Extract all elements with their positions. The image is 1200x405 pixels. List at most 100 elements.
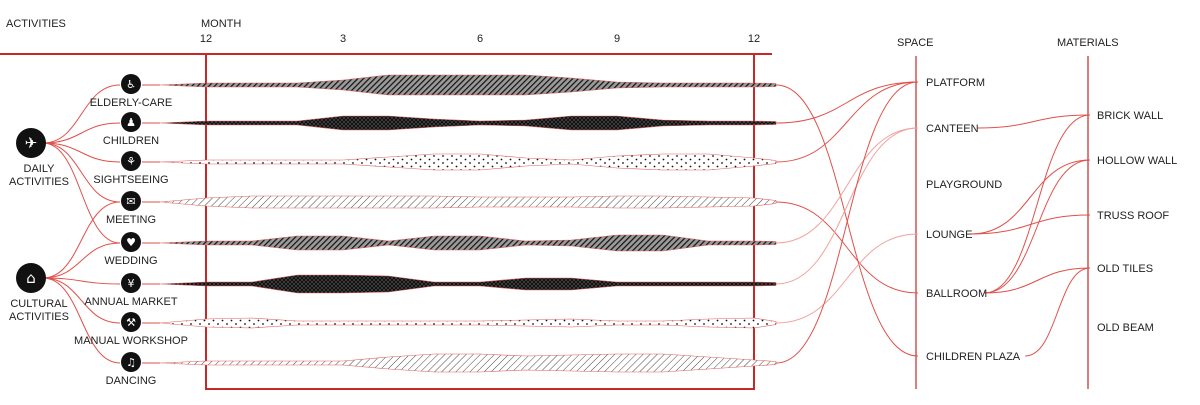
activity-nodes: ♿ ELDERLY-CARE ♟ CHILDREN ⚘ SIGHTSEEING ✉ MEETI…	[74, 74, 188, 387]
space-link-5	[775, 127, 919, 285]
activity-node-circle	[121, 151, 141, 171]
group-label-line: ACTIVITIES	[9, 311, 69, 323]
connection-links	[42, 81, 1091, 364]
material-labels: BRICK WALL HOLLOW WALL TRUSS ROOF OLD TILES…	[1097, 110, 1177, 334]
month-tick-4: 12	[748, 33, 760, 45]
running-person-icon: ✈	[25, 134, 38, 152]
month-tick-2: 6	[477, 33, 483, 45]
museum-icon: ⌂	[26, 269, 36, 287]
group-link-3	[42, 142, 121, 203]
activity-label: MEETING	[106, 214, 156, 226]
plant-icon: ⚘	[126, 155, 136, 168]
tools-icon: ⚒	[126, 316, 136, 329]
group-link-7	[42, 277, 121, 285]
material-truss-roof: TRUSS ROOF	[1097, 210, 1169, 222]
stream-manual-workshop	[159, 317, 777, 329]
stream-meeting	[159, 195, 777, 209]
space-canteen: CANTEEN	[926, 123, 979, 135]
activity-streams	[159, 74, 777, 373]
stream-dancing	[159, 353, 777, 373]
material-old-beam: OLD BEAM	[1097, 322, 1154, 334]
group-label-line: DAILY	[24, 163, 56, 175]
activity-label: DANCING	[106, 375, 157, 387]
space-link-2	[775, 81, 919, 163]
month-tick-1: 3	[340, 33, 346, 45]
stream-children	[159, 115, 777, 131]
space-link-6	[775, 233, 919, 324]
stream-wedding	[159, 234, 777, 252]
activity-label: ANNUAL MARKET	[84, 296, 177, 308]
activity-node-circle	[121, 273, 141, 293]
activity-node-children: ♟ CHILDREN	[103, 112, 159, 147]
yen-icon: ¥	[128, 277, 135, 290]
space-lounge: LOUNGE	[926, 229, 972, 241]
couple-icon: ♥	[126, 236, 136, 249]
material-link-3	[984, 114, 1091, 294]
activity-label: MANUAL WORKSHOP	[74, 335, 188, 347]
activity-node-manual-workshop: ⚒ MANUAL WORKSHOP	[74, 312, 188, 347]
material-link-0	[977, 114, 1091, 129]
group-link-1	[42, 122, 121, 144]
month-tick-labels: 12 3 6 9 12	[200, 33, 760, 45]
material-brick-wall: BRICK WALL	[1097, 110, 1163, 122]
elderly-icon: ♿	[126, 78, 136, 91]
stream-annual-market	[159, 274, 777, 294]
space-children-plaza: CHILDREN PLAZA	[926, 351, 1021, 363]
space-ballroom: BALLROOM	[926, 288, 987, 300]
month-tick-0: 12	[200, 33, 212, 45]
material-link-4	[984, 159, 1091, 294]
activity-node-circle	[121, 74, 141, 94]
activity-node-circle	[121, 232, 141, 252]
child-icon: ♟	[126, 116, 136, 129]
group-label-line: ACTIVITIES	[9, 176, 69, 188]
dancer-icon: ♫	[126, 356, 136, 369]
material-link-5	[984, 267, 1091, 294]
group-link-9	[42, 277, 121, 364]
group-link-0	[42, 84, 121, 144]
group-link-5	[42, 201, 121, 279]
chat-icon: ✉	[126, 195, 135, 208]
activity-node-sightseeing: ⚘ SIGHTSEEING	[93, 151, 169, 186]
group-link-8	[42, 277, 121, 324]
group-label-line: CULTURAL	[10, 298, 67, 310]
space-labels: PLATFORM CANTEEN PLAYGROUND LOUNGE BALLROOM C…	[926, 77, 1021, 363]
activity-node-wedding: ♥ WEDDING	[104, 232, 158, 267]
space-link-1	[775, 81, 919, 124]
activity-node-elderly-care: ♿ ELDERLY-CARE	[90, 74, 173, 109]
material-link-1	[970, 159, 1091, 235]
space-link-3	[775, 201, 919, 294]
space-playground: PLAYGROUND	[926, 179, 1002, 191]
activity-label: ELDERLY-CARE	[90, 97, 173, 109]
activity-label: SIGHTSEEING	[93, 174, 168, 186]
space-platform: PLATFORM	[926, 77, 985, 89]
activity-node-circle	[121, 191, 141, 211]
activity-label: CHILDREN	[103, 135, 159, 147]
material-link-6	[1025, 267, 1091, 357]
group-link-4	[42, 142, 121, 244]
activity-node-dancing: ♫ DANCING	[106, 352, 157, 387]
activity-label: WEDDING	[104, 255, 157, 267]
materials-header: MATERIALS	[1057, 37, 1119, 49]
group-node-circle	[16, 263, 46, 293]
space-link-7	[775, 81, 919, 364]
activity-node-circle	[121, 112, 141, 132]
activities-header: ACTIVITIES	[6, 18, 66, 30]
month-tick-3: 9	[614, 33, 620, 45]
group-link-6	[42, 242, 121, 279]
timeline-frame	[205, 53, 755, 390]
material-hollow-wall: HOLLOW WALL	[1097, 155, 1177, 167]
activity-node-annual-market: ¥ ANNUAL MARKET	[84, 273, 178, 308]
material-old-tiles: OLD TILES	[1097, 263, 1153, 275]
activity-node-meeting: ✉ MEETING	[106, 191, 156, 226]
activity-node-circle	[121, 352, 141, 372]
activity-node-circle	[121, 312, 141, 332]
stream-sightseeing	[159, 153, 777, 171]
month-header: MONTH	[201, 18, 241, 30]
group-node-circle	[16, 128, 46, 158]
group-link-2	[42, 142, 121, 163]
space-link-4	[775, 127, 919, 244]
